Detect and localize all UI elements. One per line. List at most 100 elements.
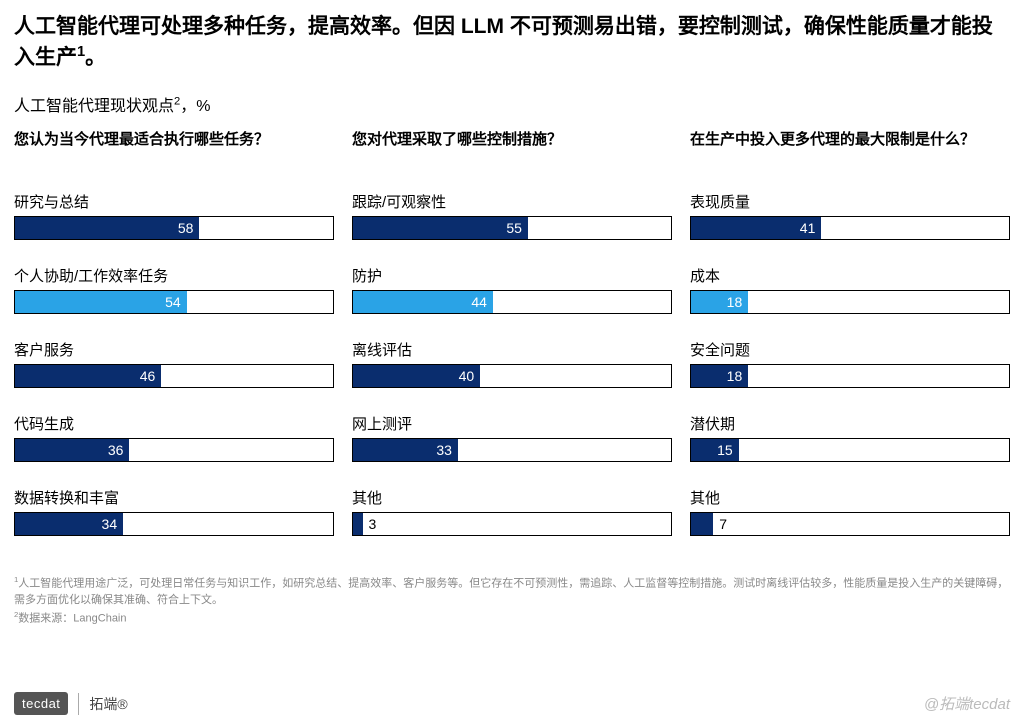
page-title: 人工智能代理可处理多种任务，提高效率。但因 LLM 不可预测易出错，要控制测试，… xyxy=(14,12,1010,74)
footnote-1-text: 人工智能代理用途广泛，可处理日常任务与知识工作，如研究总结、提高效率、客户服务等… xyxy=(14,578,1008,607)
bar-label: 潜伏期 xyxy=(690,416,1010,434)
bar-group: 成本 18 xyxy=(690,268,1010,314)
column-question: 您认为当今代理最适合执行哪些任务？ xyxy=(14,130,334,172)
bar-fill: 33 xyxy=(353,439,458,461)
chart-column: 您对代理采取了哪些控制措施？跟踪/可观察性55防护44离线评估40网上测评33其… xyxy=(352,130,672,564)
bar-group: 表现质量 41 xyxy=(690,194,1010,240)
footnote-2: 2数据来源：LangChain xyxy=(14,609,1010,627)
title-text: 人工智能代理可处理多种任务，提高效率。但因 LLM 不可预测易出错，要控制测试，… xyxy=(14,15,993,69)
bar-group: 离线评估 40 xyxy=(352,342,672,388)
bar-fill: 58 xyxy=(15,217,199,239)
bar-fill: 44 xyxy=(353,291,493,313)
column-question: 在生产中投入更多代理的最大限制是什么？ xyxy=(690,130,1010,172)
subtitle-tail: ，% xyxy=(180,98,210,115)
bar-value: 15 xyxy=(717,442,733,458)
subtitle-text: 人工智能代理现状观点 xyxy=(14,98,174,115)
bar-value: 36 xyxy=(108,442,124,458)
bar-value: 46 xyxy=(140,368,156,384)
bar-label: 网上测评 xyxy=(352,416,672,434)
bar-group: 数据转换和丰富 34 xyxy=(14,490,334,536)
bar-value: 34 xyxy=(102,516,118,532)
bar-track: 55 xyxy=(352,216,672,240)
logo-block: tecdat 拓端® xyxy=(14,692,128,715)
bar-value: 54 xyxy=(165,294,181,310)
bar-track: 3 xyxy=(352,512,672,536)
bar-group: 代码生成 36 xyxy=(14,416,334,462)
bar-label: 防护 xyxy=(352,268,672,286)
bar-track: 46 xyxy=(14,364,334,388)
title-sup: 1 xyxy=(77,44,85,60)
bar-track: 41 xyxy=(690,216,1010,240)
bar-value: 40 xyxy=(459,368,475,384)
logo-text: 拓端® xyxy=(89,694,127,714)
column-question: 您对代理采取了哪些控制措施？ xyxy=(352,130,672,172)
bar-track: 33 xyxy=(352,438,672,462)
bar-fill: 15 xyxy=(691,439,739,461)
bar-fill: 46 xyxy=(15,365,161,387)
bar-label: 数据转换和丰富 xyxy=(14,490,334,508)
logo-divider xyxy=(78,693,79,715)
bar-fill: 34 xyxy=(15,513,123,535)
bar-fill: 36 xyxy=(15,439,129,461)
bar-fill: 18 xyxy=(691,365,748,387)
bar-label: 离线评估 xyxy=(352,342,672,360)
footnote-2-text: 数据来源：LangChain xyxy=(18,612,126,624)
bar-value: 33 xyxy=(436,442,452,458)
chart-columns: 您认为当今代理最适合执行哪些任务？ 研究与总结 58 个人协助/工作效率任务 54 客户服… xyxy=(14,130,1010,564)
bar-track: 34 xyxy=(14,512,334,536)
bar-label: 其他 xyxy=(690,490,1010,508)
bar-label: 表现质量 xyxy=(690,194,1010,212)
bar-label: 安全问题 xyxy=(690,342,1010,360)
bar-track: 36 xyxy=(14,438,334,462)
bar-value: 58 xyxy=(178,220,194,236)
bar-label: 研究与总结 xyxy=(14,194,334,212)
bar-value: 7 xyxy=(713,516,727,532)
bar-group: 研究与总结 58 xyxy=(14,194,334,240)
footnote-1: 1人工智能代理用途广泛，可处理日常任务与知识工作，如研究总结、提高效率、客户服务… xyxy=(14,574,1010,609)
chart-column: 您认为当今代理最适合执行哪些任务？ 研究与总结 58 个人协助/工作效率任务 54 客户服… xyxy=(14,130,334,564)
bar-group: 个人协助/工作效率任务 54 xyxy=(14,268,334,314)
bar-label: 代码生成 xyxy=(14,416,334,434)
bar-value: 3 xyxy=(363,516,377,532)
bar-label: 成本 xyxy=(690,268,1010,286)
bar-track: 58 xyxy=(14,216,334,240)
bar-value: 18 xyxy=(727,368,743,384)
bar-label: 跟踪/可观察性 xyxy=(352,194,672,212)
bar-fill: 18 xyxy=(691,291,748,313)
bar-value: 18 xyxy=(727,294,743,310)
footnotes: 1人工智能代理用途广泛，可处理日常任务与知识工作，如研究总结、提高效率、客户服务… xyxy=(14,574,1010,627)
logo-badge: tecdat xyxy=(14,692,68,715)
bar-value: 44 xyxy=(471,294,487,310)
bar-group: 网上测评 33 xyxy=(352,416,672,462)
bar-fill: 55 xyxy=(353,217,528,239)
bar-label: 客户服务 xyxy=(14,342,334,360)
bar-label: 其他 xyxy=(352,490,672,508)
bar-group: 其他 7 xyxy=(690,490,1010,536)
bar-fill: 54 xyxy=(15,291,187,313)
bar-fill: 7 xyxy=(691,513,713,535)
bar-group: 客户服务 46 xyxy=(14,342,334,388)
bar-fill: 40 xyxy=(353,365,480,387)
bar-track: 15 xyxy=(690,438,1010,462)
bar-fill: 3 xyxy=(353,513,363,535)
bar-label: 个人协助/工作效率任务 xyxy=(14,268,334,286)
bar-group: 跟踪/可观察性 55 xyxy=(352,194,672,240)
bar-group: 潜伏期 15 xyxy=(690,416,1010,462)
bar-value: 55 xyxy=(506,220,522,236)
bar-fill: 41 xyxy=(691,217,821,239)
bar-track: 40 xyxy=(352,364,672,388)
watermark: @拓端tecdat xyxy=(924,693,1010,714)
title-tail: 。 xyxy=(85,46,106,69)
bar-track: 54 xyxy=(14,290,334,314)
bar-group: 安全问题 18 xyxy=(690,342,1010,388)
chart-subtitle: 人工智能代理现状观点2，% xyxy=(14,92,1010,116)
bar-track: 7 xyxy=(690,512,1010,536)
chart-column: 在生产中投入更多代理的最大限制是什么？ 表现质量 41 成本 18 安全问题 18 潜伏期 15… xyxy=(690,130,1010,564)
bar-track: 18 xyxy=(690,364,1010,388)
bar-value: 41 xyxy=(800,220,816,236)
bar-track: 18 xyxy=(690,290,1010,314)
bar-group: 防护 44 xyxy=(352,268,672,314)
bar-group: 其他 3 xyxy=(352,490,672,536)
bar-track: 44 xyxy=(352,290,672,314)
footer: tecdat 拓端® @拓端tecdat xyxy=(14,692,1010,715)
